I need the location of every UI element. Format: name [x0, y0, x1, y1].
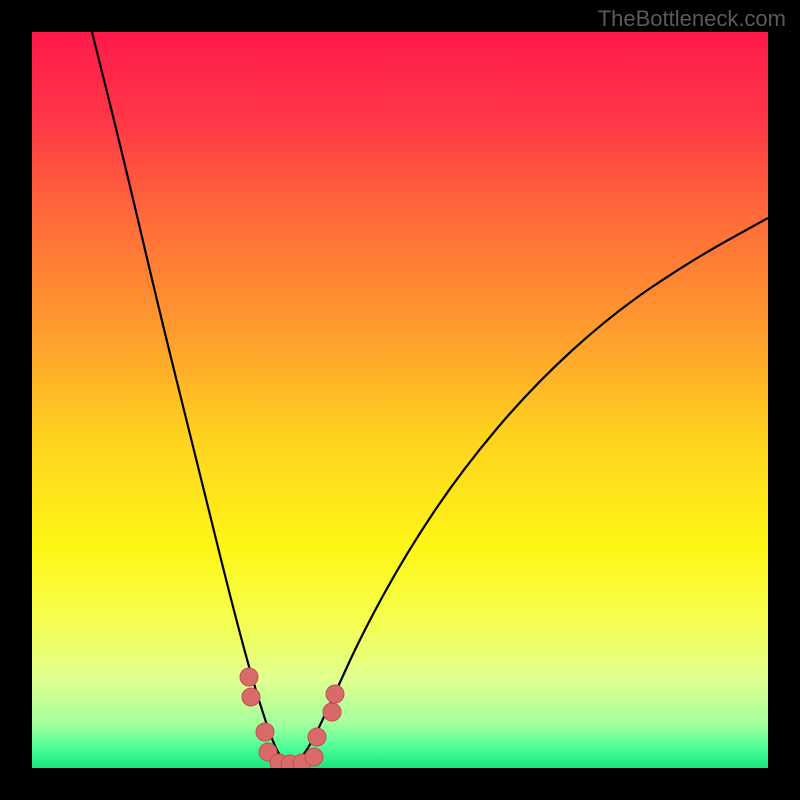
plot-area — [32, 32, 768, 768]
data-marker — [308, 728, 326, 746]
data-marker — [323, 703, 341, 721]
data-marker — [256, 723, 274, 741]
data-marker — [240, 668, 258, 686]
data-marker — [326, 685, 344, 703]
data-marker — [305, 748, 323, 766]
watermark-text: TheBottleneck.com — [598, 6, 786, 32]
data-marker — [242, 688, 260, 706]
bottleneck-curve — [32, 32, 768, 768]
